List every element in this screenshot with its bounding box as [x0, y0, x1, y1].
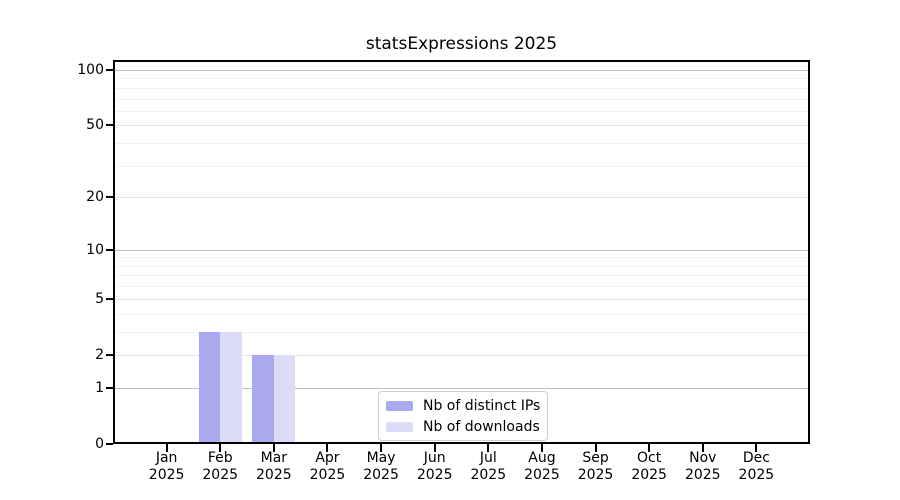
x-tick-year: 2025	[256, 467, 292, 483]
y-axis-tick-mark	[106, 443, 113, 445]
gridline-y-4	[113, 313, 810, 315]
legend-item: Nb of downloads	[386, 416, 540, 437]
x-axis-tick-mark	[433, 444, 436, 452]
x-tick-year: 2025	[202, 467, 239, 483]
gridline-y-60	[113, 110, 810, 112]
legend-item: Nb of distinct IPs	[386, 395, 541, 416]
x-tick-year: 2025	[631, 467, 667, 483]
bar	[198, 331, 221, 444]
y-axis-tick-label: 2	[95, 346, 104, 363]
x-tick-month: May	[366, 450, 396, 466]
x-axis-tick-label: May 2025	[349, 450, 413, 484]
x-tick-month: Aug	[528, 450, 556, 466]
y-axis-tick-mark	[106, 297, 113, 300]
x-tick-year: 2025	[577, 467, 614, 483]
x-axis-tick-label: Mar 2025	[242, 450, 306, 484]
gridline-y-10	[113, 249, 810, 251]
y-axis-tick-label: 10	[86, 241, 104, 258]
x-axis-tick-label: Dec 2025	[724, 450, 788, 484]
x-axis-tick-label: Oct 2025	[617, 450, 681, 484]
gridline-y-20	[113, 197, 810, 199]
y-axis-tick-mark	[106, 69, 113, 72]
chart-title: statsExpressions 2025	[365, 34, 558, 54]
x-axis-tick-mark	[272, 444, 275, 452]
legend-swatch	[386, 421, 413, 432]
x-tick-month: Sep	[582, 450, 609, 466]
legend: Nb of distinct IPs Nb of downloads	[378, 391, 548, 441]
x-axis-tick-label: Sep 2025	[564, 450, 628, 484]
x-tick-month: Feb	[207, 450, 233, 466]
gridline-y-50	[113, 125, 810, 127]
gridline-y-1	[113, 387, 810, 389]
gridline-y-3	[113, 331, 810, 333]
x-tick-year: 2025	[524, 467, 560, 483]
y-axis-tick-mark	[106, 248, 113, 251]
gridline-y-7	[113, 275, 810, 277]
x-tick-month: Oct	[637, 450, 662, 466]
x-tick-month: Nov	[689, 450, 717, 466]
x-tick-month: Apr	[315, 450, 340, 466]
x-tick-month: Jan	[155, 450, 178, 466]
x-tick-year: 2025	[738, 467, 775, 483]
x-axis-tick-label: Feb 2025	[188, 450, 252, 484]
y-axis-tick-label: 0	[95, 436, 104, 452]
x-tick-year: 2025	[470, 467, 507, 483]
legend-label: Nb of downloads	[423, 418, 540, 435]
y-axis-tick-label: 20	[86, 189, 104, 206]
gridline-y-9	[113, 257, 810, 259]
x-axis-tick-mark	[701, 444, 704, 452]
y-axis-tick-label: 100	[77, 62, 104, 79]
gridline-y-100	[113, 70, 810, 72]
x-tick-year: 2025	[684, 467, 721, 483]
x-axis-tick-mark	[487, 444, 490, 452]
x-axis-tick-mark	[755, 444, 758, 452]
gridline-y-2	[113, 354, 810, 356]
x-tick-month: Dec	[742, 450, 770, 466]
x-tick-year: 2025	[309, 467, 346, 483]
x-axis-tick-mark	[648, 444, 651, 452]
bar	[220, 331, 242, 444]
gridline-y-90	[113, 78, 810, 80]
gridline-y-30	[113, 165, 810, 167]
x-tick-month: Jul	[479, 450, 497, 466]
x-axis-tick-label: Nov 2025	[671, 450, 735, 484]
x-axis-tick-label: Aug 2025	[510, 450, 574, 484]
gridline-y-70	[113, 98, 810, 100]
x-axis-tick-label: Jul 2025	[456, 450, 520, 484]
y-axis-tick-mark	[106, 386, 113, 389]
y-axis-tick-mark	[106, 196, 113, 199]
x-tick-year: 2025	[148, 467, 185, 483]
gridline-y-6	[113, 286, 810, 288]
x-tick-month: Jun	[423, 450, 446, 466]
y-axis-tick-mark	[106, 124, 113, 127]
legend-swatch	[386, 400, 413, 411]
x-axis-tick-mark	[219, 444, 222, 452]
y-axis-tick-mark	[106, 353, 113, 356]
x-axis-tick-label: Jan 2025	[135, 450, 199, 484]
bar	[252, 354, 274, 444]
x-axis-tick-mark	[380, 444, 383, 452]
x-axis-tick-mark	[165, 444, 168, 452]
x-axis-tick-label: Apr 2025	[295, 450, 359, 484]
x-tick-month: Mar	[260, 450, 288, 466]
y-axis-tick-label: 1	[95, 379, 104, 396]
x-axis-tick-mark	[326, 444, 329, 452]
y-axis-tick-label: 50	[86, 117, 104, 134]
bar	[273, 354, 296, 444]
gridline-y-5	[113, 298, 810, 300]
x-axis-tick-mark	[594, 444, 597, 452]
gridline-y-8	[113, 265, 810, 267]
y-axis-tick-label: 5	[95, 290, 104, 307]
x-axis-tick-mark	[540, 444, 543, 452]
x-tick-year: 2025	[416, 467, 453, 483]
x-tick-year: 2025	[363, 467, 399, 483]
gridline-y-80	[113, 87, 810, 89]
gridline-y-40	[113, 143, 810, 145]
x-axis-tick-label: Jun 2025	[403, 450, 467, 484]
plot-area	[113, 60, 810, 444]
legend-label: Nb of distinct IPs	[423, 397, 541, 414]
